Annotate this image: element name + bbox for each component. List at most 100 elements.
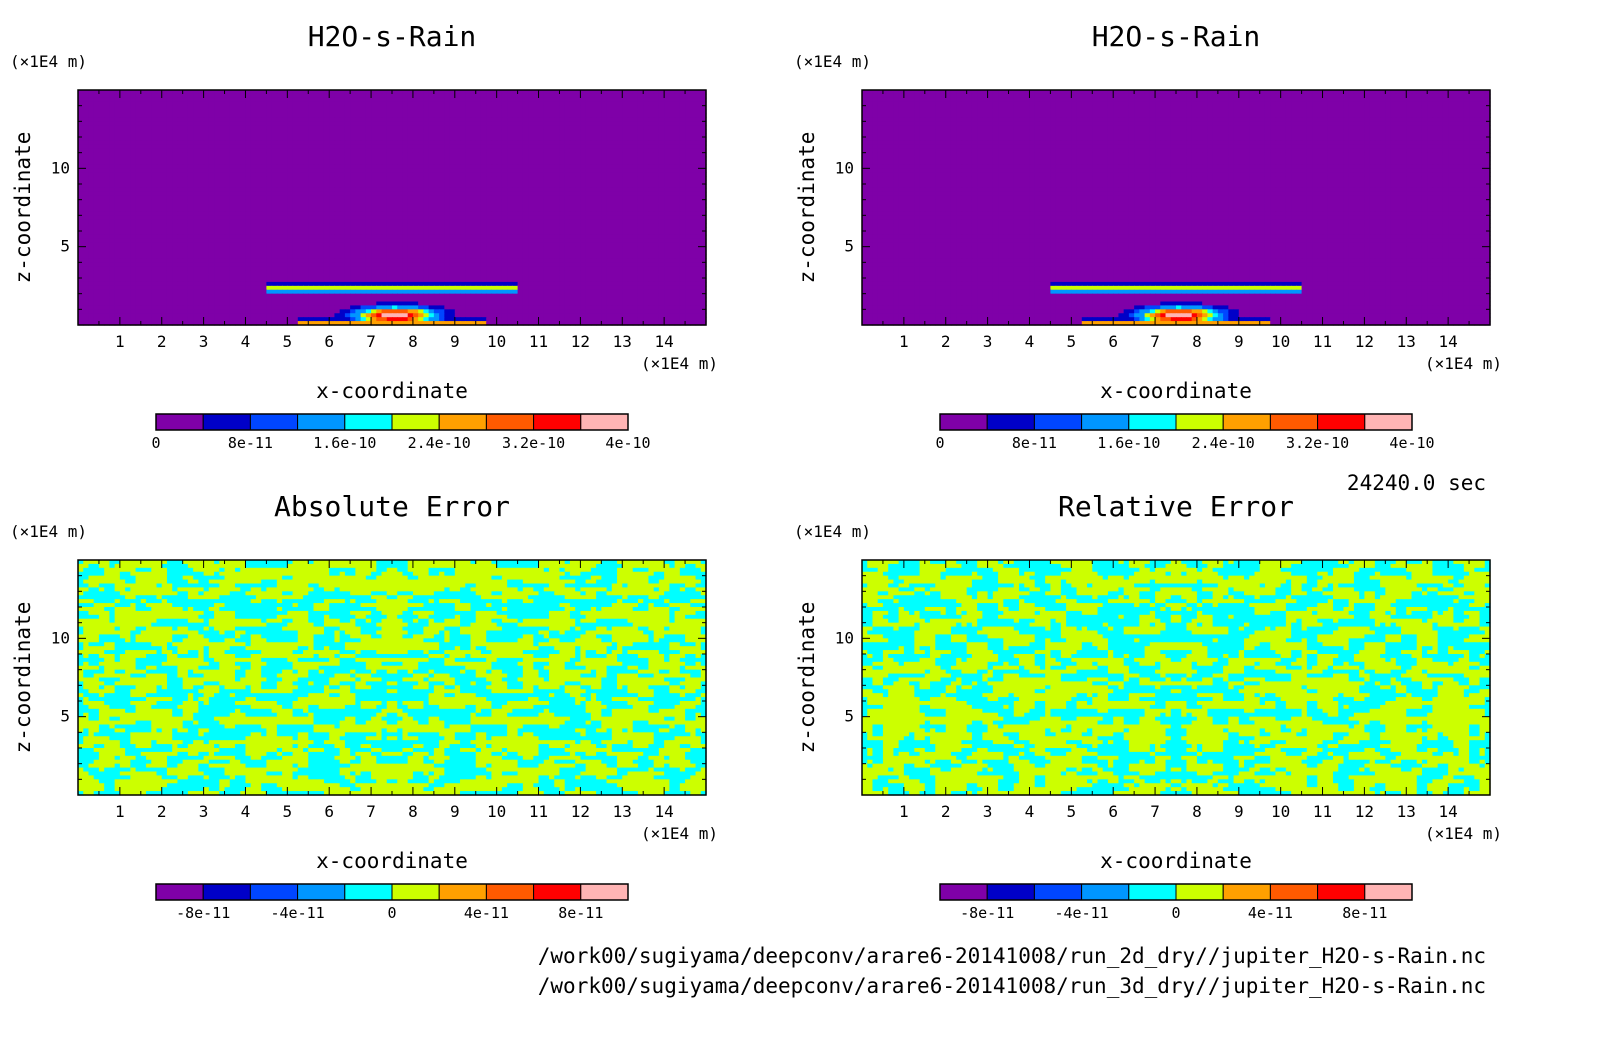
field-cell	[402, 161, 408, 166]
field-cell	[78, 176, 84, 181]
field-cell	[277, 110, 283, 115]
field-cell	[94, 172, 100, 177]
field-cell	[659, 98, 665, 103]
field-cell	[219, 94, 225, 99]
field-cell	[366, 129, 372, 134]
field-cell	[287, 164, 293, 169]
field-cell	[109, 117, 115, 122]
field-cell	[371, 129, 377, 134]
field-cell	[298, 137, 304, 142]
field-cell	[696, 110, 702, 115]
field-cell	[314, 172, 320, 177]
field-cell	[481, 164, 487, 169]
field-cell	[162, 145, 168, 150]
field-cell	[282, 137, 288, 142]
field-cell	[99, 98, 105, 103]
field-cell	[350, 153, 356, 158]
field-cell	[329, 153, 335, 158]
field-cell	[162, 114, 168, 119]
field-cell	[591, 133, 597, 138]
field-cell	[690, 161, 696, 166]
field-cell	[675, 153, 681, 158]
field-cell	[225, 102, 231, 107]
field-cell	[497, 164, 503, 169]
field-cell	[319, 125, 325, 130]
field-cell	[570, 110, 576, 115]
field-cell	[413, 168, 419, 173]
field-cell	[261, 141, 267, 146]
field-cell	[450, 129, 456, 134]
field-cell	[450, 102, 456, 107]
field-cell	[591, 98, 597, 103]
field-cell	[413, 145, 419, 150]
field-cell	[565, 172, 571, 177]
field-cell	[539, 114, 545, 119]
field-cell	[544, 168, 550, 173]
field-cell	[565, 141, 571, 146]
field-cell	[287, 137, 293, 142]
field-cell	[460, 145, 466, 150]
field-cell	[476, 145, 482, 150]
field-cell	[654, 145, 660, 150]
field-cell	[272, 157, 278, 162]
field-cell	[387, 157, 393, 162]
field-cell	[444, 161, 450, 166]
field-cell	[272, 141, 278, 146]
field-cell	[402, 110, 408, 115]
field-cell	[559, 121, 565, 126]
field-cell	[465, 133, 471, 138]
field-cell	[355, 157, 361, 162]
field-cell	[450, 172, 456, 177]
field-cell	[429, 145, 435, 150]
field-cell	[675, 102, 681, 107]
field-cell	[643, 172, 649, 177]
field-cell	[355, 114, 361, 119]
field-cell	[423, 117, 429, 122]
field-cell	[324, 121, 330, 126]
field-cell	[235, 125, 241, 130]
field-cell	[523, 164, 529, 169]
field-cell	[314, 133, 320, 138]
field-cell	[544, 137, 550, 142]
field-cell	[314, 117, 320, 122]
field-cell	[371, 141, 377, 146]
field-cell	[193, 117, 199, 122]
field-cell	[659, 141, 665, 146]
field-cell	[638, 157, 644, 162]
field-cell	[491, 172, 497, 177]
field-cell	[277, 145, 283, 150]
field-cell	[366, 164, 372, 169]
field-cell	[209, 157, 215, 162]
field-cell	[586, 110, 592, 115]
field-cell	[675, 125, 681, 130]
field-cell	[586, 145, 592, 150]
field-cell	[78, 121, 84, 126]
field-cell	[423, 141, 429, 146]
field-cell	[167, 117, 173, 122]
field-cell	[245, 153, 251, 158]
field-cell	[219, 149, 225, 154]
field-cell	[664, 121, 670, 126]
field-cell	[251, 133, 257, 138]
field-cell	[99, 164, 105, 169]
field-cell	[554, 145, 560, 150]
field-cell	[256, 157, 262, 162]
field-cell	[251, 102, 257, 107]
field-cell	[266, 102, 272, 107]
field-cell	[591, 110, 597, 115]
field-cell	[664, 98, 670, 103]
field-cell	[308, 117, 314, 122]
field-cell	[125, 125, 131, 130]
field-cell	[261, 110, 267, 115]
field-cell	[125, 110, 131, 115]
field-cell	[696, 168, 702, 173]
field-cell	[502, 117, 508, 122]
field-cell	[198, 161, 204, 166]
field-cell	[575, 161, 581, 166]
field-cell	[675, 157, 681, 162]
field-cell	[157, 133, 163, 138]
field-cell	[230, 168, 236, 173]
field-cell	[664, 106, 670, 111]
field-cell	[350, 157, 356, 162]
field-cell	[633, 98, 639, 103]
